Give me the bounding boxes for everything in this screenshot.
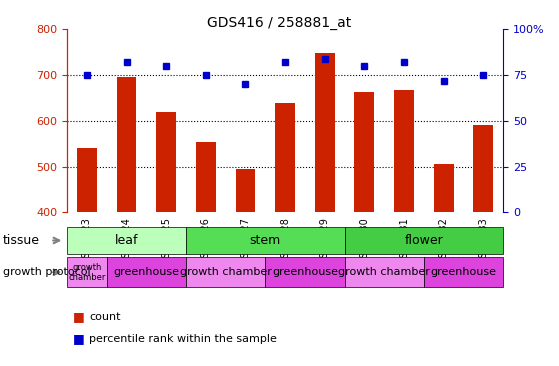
- Bar: [186, 227, 344, 254]
- Bar: [77, 148, 97, 212]
- Bar: [186, 257, 266, 287]
- Text: leaf: leaf: [115, 234, 138, 247]
- Text: greenhouse: greenhouse: [272, 267, 338, 277]
- Bar: [196, 142, 216, 212]
- Text: ■: ■: [73, 310, 84, 323]
- Bar: [354, 92, 375, 212]
- Text: percentile rank within the sample: percentile rank within the sample: [89, 333, 277, 344]
- Bar: [235, 169, 255, 212]
- Text: stem: stem: [250, 234, 281, 247]
- Bar: [344, 227, 503, 254]
- Text: tissue: tissue: [3, 234, 40, 247]
- Text: greenhouse: greenhouse: [430, 267, 496, 277]
- Text: growth chamber: growth chamber: [338, 267, 430, 277]
- Text: growth protocol: growth protocol: [3, 267, 91, 277]
- Bar: [394, 90, 414, 212]
- Bar: [266, 257, 344, 287]
- Text: count: count: [89, 311, 121, 322]
- Text: ■: ■: [73, 332, 84, 345]
- Text: growth chamber: growth chamber: [179, 267, 272, 277]
- Bar: [67, 257, 107, 287]
- Text: GDS416 / 258881_at: GDS416 / 258881_at: [207, 16, 352, 30]
- Bar: [315, 53, 335, 212]
- Bar: [117, 77, 136, 212]
- Bar: [157, 112, 176, 212]
- Bar: [107, 257, 186, 287]
- Bar: [275, 103, 295, 212]
- Bar: [424, 257, 503, 287]
- Text: greenhouse: greenhouse: [113, 267, 179, 277]
- Bar: [434, 164, 453, 212]
- Bar: [344, 257, 424, 287]
- Text: growth
chamber: growth chamber: [68, 262, 106, 282]
- Bar: [473, 125, 493, 212]
- Text: flower: flower: [405, 234, 443, 247]
- Bar: [67, 227, 186, 254]
